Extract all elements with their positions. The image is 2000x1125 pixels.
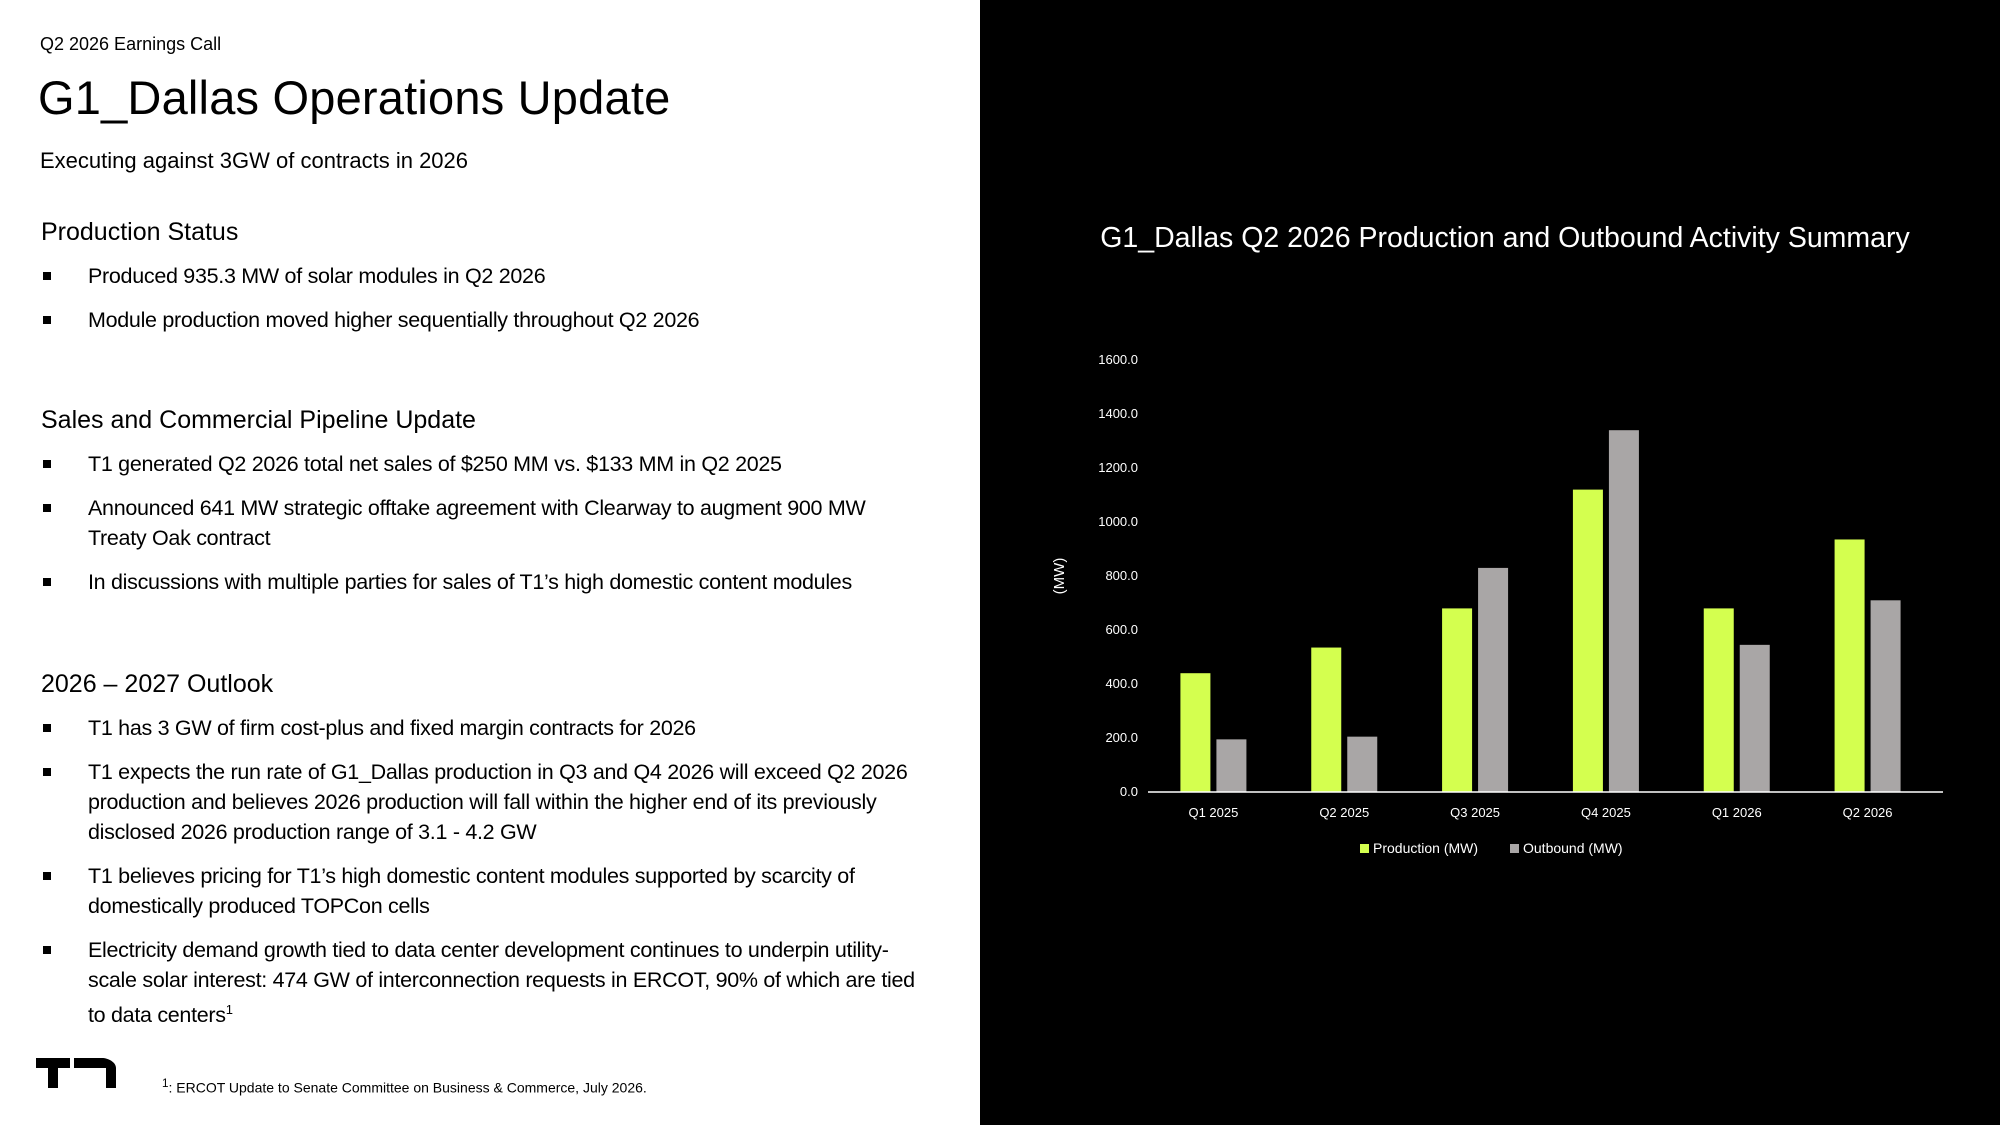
bullet-square-icon [43, 272, 51, 280]
bullet-text: Announced 641 MW strategic offtake agree… [88, 496, 866, 550]
bullet-list: Produced 935.3 MW of solar modules in Q2… [40, 261, 920, 335]
bullet-square-icon [43, 724, 51, 732]
footnote-marker: 1 [162, 1077, 169, 1090]
legend-swatch-outbound [1510, 844, 1519, 853]
production-bar [1442, 608, 1473, 792]
right-panel [980, 0, 2000, 1125]
outbound-bar [1608, 430, 1639, 792]
production-bar [1572, 489, 1603, 792]
y-tick-label: 0.0 [1120, 784, 1138, 799]
production-bar [1180, 673, 1211, 792]
x-tick-label: Q2 2025 [1319, 805, 1369, 820]
outbound-bar [1739, 644, 1770, 792]
outbound-bar [1870, 600, 1901, 792]
section-outlook: 2026 – 2027 Outlook T1 has 3 GW of firm … [40, 670, 920, 1044]
bullet-item: In discussions with multiple parties for… [40, 567, 920, 597]
y-tick-label: 800.0 [1105, 568, 1138, 583]
t1-logo-icon [36, 1058, 116, 1088]
section-heading: Production Status [41, 218, 239, 246]
production-bar [1834, 539, 1865, 792]
section-sales-pipeline: Sales and Commercial Pipeline Update T1 … [40, 406, 920, 611]
y-tick-label: 400.0 [1105, 676, 1138, 691]
bullet-text: T1 has 3 GW of firm cost-plus and fixed … [88, 716, 696, 740]
bullet-list: T1 generated Q2 2026 total net sales of … [40, 449, 920, 597]
section-production-status: Production Status Produced 935.3 MW of s… [40, 218, 920, 349]
bullet-text: T1 expects the run rate of G1_Dallas pro… [88, 760, 908, 844]
y-tick-label: 1200.0 [1098, 460, 1138, 475]
bullet-text: Electricity demand growth tied to data c… [88, 938, 915, 1028]
legend-label-outbound: Outbound (MW) [1523, 840, 1623, 856]
y-tick-label: 1600.0 [1098, 352, 1138, 367]
x-tick-label: Q1 2026 [1712, 805, 1762, 820]
outbound-bar [1347, 736, 1378, 792]
bullet-item: T1 has 3 GW of firm cost-plus and fixed … [40, 713, 920, 743]
y-tick-label: 1000.0 [1098, 514, 1138, 529]
bullet-text: T1 believes pricing for T1’s high domest… [88, 864, 855, 918]
chart-title: G1_Dallas Q2 2026 Production and Outboun… [1100, 222, 1910, 254]
bullet-item: Module production moved higher sequentia… [40, 305, 920, 335]
production-bar [1703, 608, 1734, 792]
x-tick-label: Q2 2026 [1843, 805, 1893, 820]
y-tick-label: 200.0 [1105, 730, 1138, 745]
bullet-square-icon [43, 578, 51, 586]
bullet-square-icon [43, 946, 51, 954]
outbound-bar [1478, 567, 1509, 792]
bar-chart: 0.0 200.0 400.0 600.0 800.0 1000.0 1200.0 1400.… [1051, 352, 1943, 856]
bullet-square-icon [43, 872, 51, 880]
bullet-item: T1 expects the run rate of G1_Dallas pro… [40, 757, 920, 847]
bullet-text: In discussions with multiple parties for… [88, 570, 852, 594]
section-heading: 2026 – 2027 Outlook [41, 670, 274, 698]
section-heading: Sales and Commercial Pipeline Update [41, 406, 476, 434]
x-tick-label: Q1 2025 [1188, 805, 1238, 820]
y-tick-label: 600.0 [1105, 622, 1138, 637]
bullet-square-icon [43, 316, 51, 324]
bullet-item: Announced 641 MW strategic offtake agree… [40, 493, 920, 553]
page-title: G1_Dallas Operations Update [38, 71, 671, 124]
legend-swatch-production [1360, 844, 1369, 853]
left-panel: Q2 2026 Earnings Call G1_Dallas Operatio… [0, 0, 980, 1125]
bullet-item: Produced 935.3 MW of solar modules in Q2… [40, 261, 920, 291]
eyebrow-label: Q2 2026 Earnings Call [40, 34, 222, 54]
y-tick-label: 1400.0 [1098, 406, 1138, 421]
production-bar [1311, 647, 1342, 792]
x-tick-label: Q4 2025 [1581, 805, 1631, 820]
bullet-item: Electricity demand growth tied to data c… [40, 935, 920, 1030]
bullet-square-icon [43, 460, 51, 468]
page-subtitle: Executing against 3GW of contracts in 20… [40, 148, 469, 173]
bullet-item: T1 generated Q2 2026 total net sales of … [40, 449, 920, 479]
footnote: 1: ERCOT Update to Senate Committee on B… [162, 1077, 647, 1096]
bullet-text: Module production moved higher sequentia… [88, 308, 700, 332]
x-tick-label: Q3 2025 [1450, 805, 1500, 820]
footnote-reference: 1 [225, 1002, 233, 1017]
bullet-square-icon [43, 768, 51, 776]
bullet-text: Produced 935.3 MW of solar modules in Q2… [88, 264, 546, 288]
bullet-item: T1 believes pricing for T1’s high domest… [40, 861, 920, 921]
outbound-bar [1216, 739, 1247, 792]
y-axis-title: (MW) [1051, 558, 1068, 595]
bullet-square-icon [43, 504, 51, 512]
footnote-text: : ERCOT Update to Senate Committee on Bu… [168, 1079, 647, 1096]
legend-label-production: Production (MW) [1373, 840, 1478, 856]
bullet-list: T1 has 3 GW of firm cost-plus and fixed … [40, 713, 920, 1030]
bullet-text: T1 generated Q2 2026 total net sales of … [88, 452, 782, 476]
